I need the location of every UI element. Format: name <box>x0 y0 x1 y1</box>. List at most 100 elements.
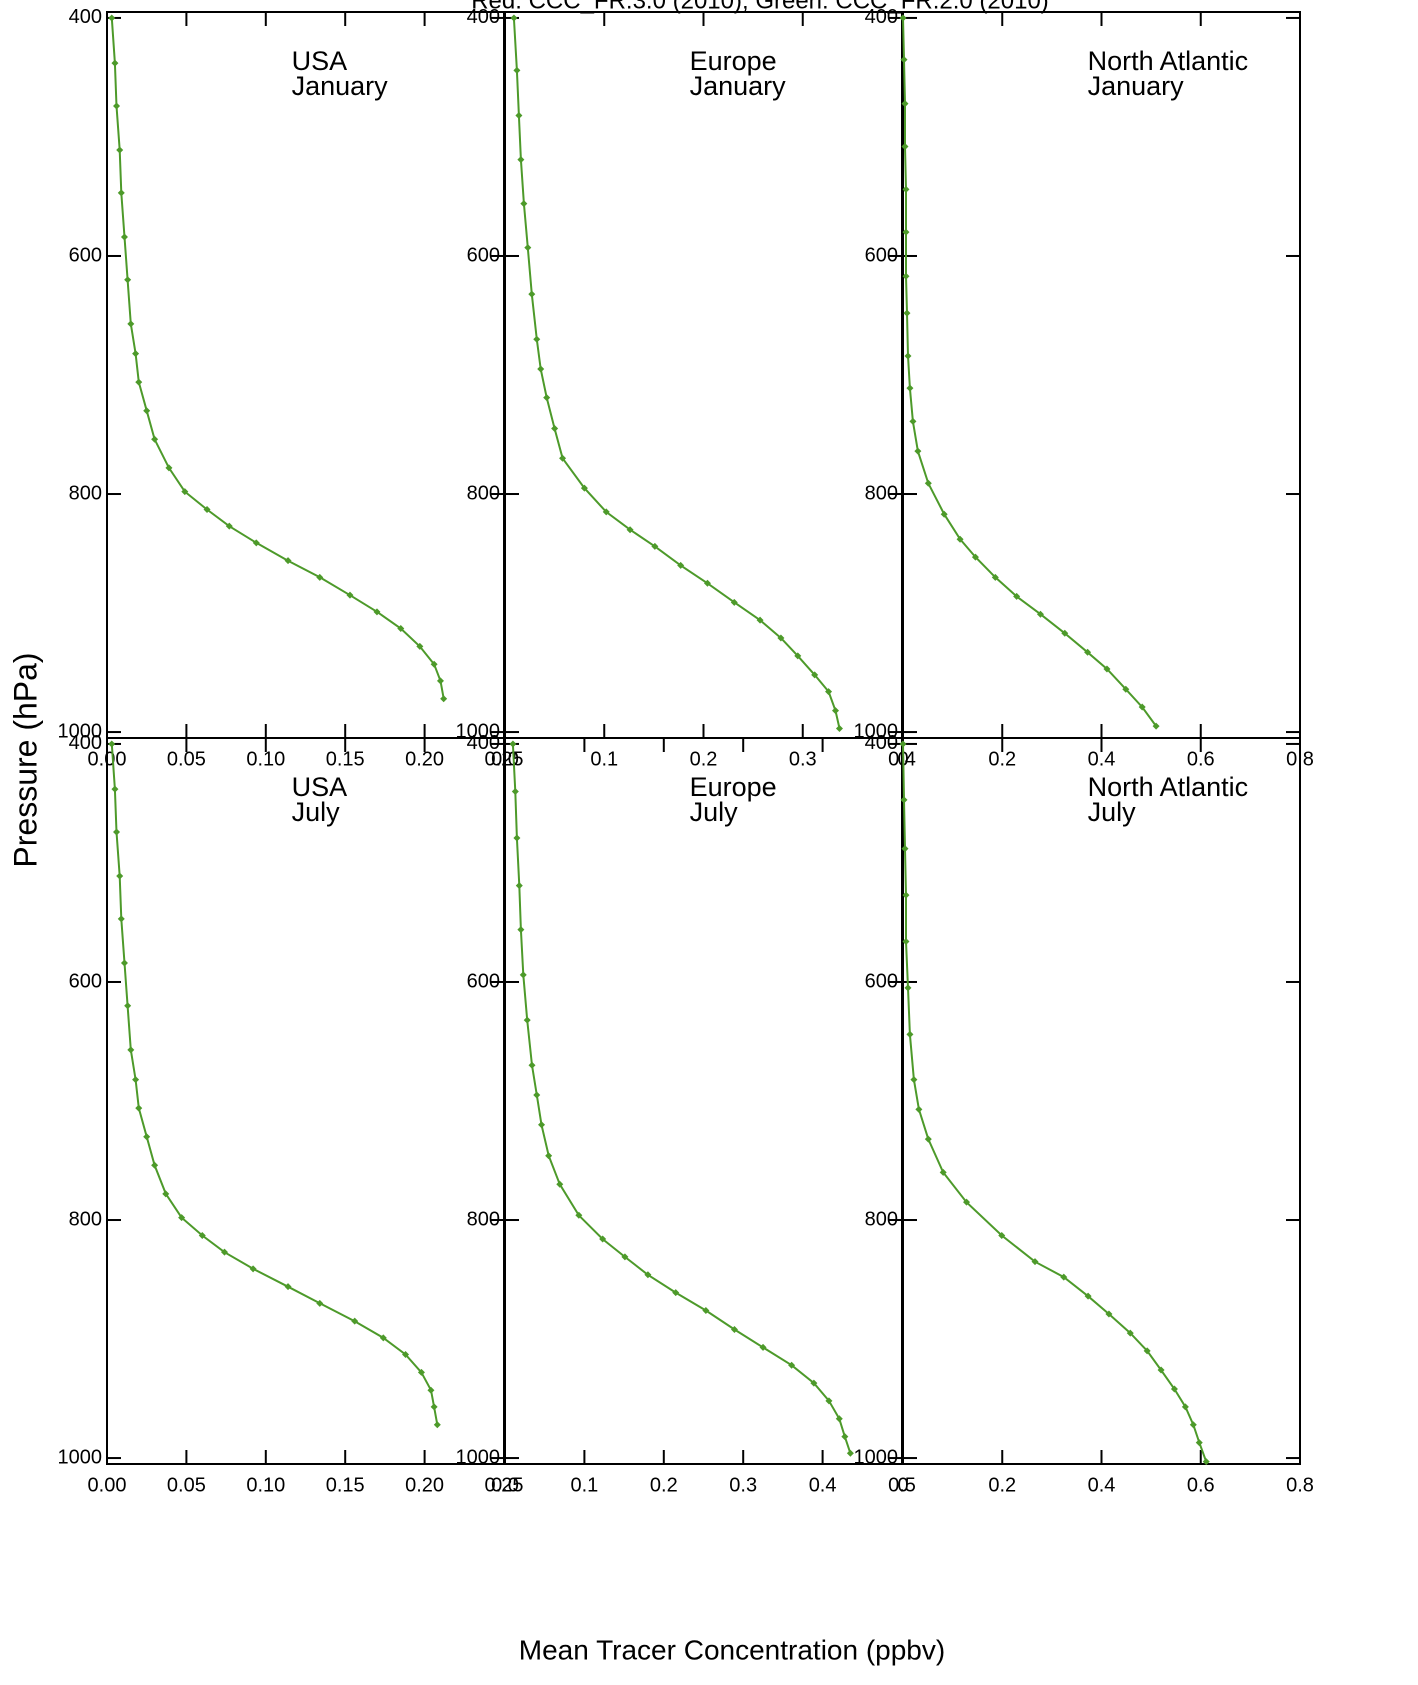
data-point <box>162 1190 170 1198</box>
data-point <box>433 1421 441 1429</box>
data-point <box>351 1317 359 1325</box>
data-point <box>515 112 523 120</box>
data-point <box>651 542 659 550</box>
data-point <box>416 642 424 650</box>
panel-subtitle: July <box>1088 797 1137 827</box>
x-tick-label: 0.4 <box>1088 748 1116 770</box>
data-point <box>346 591 354 599</box>
data-point <box>427 1386 435 1394</box>
y-tick-label: 1000 <box>58 1446 103 1468</box>
y-tick-label: 600 <box>69 244 102 266</box>
y-tick-label: 800 <box>69 482 102 504</box>
data-point <box>116 872 124 880</box>
panel-title: USA <box>292 772 348 802</box>
data-point <box>906 1030 914 1038</box>
data-point <box>910 1076 918 1084</box>
data-point <box>132 350 140 358</box>
data-point <box>1084 1292 1092 1300</box>
y-tick-label: 1000 <box>58 720 103 742</box>
data-point <box>1143 1347 1151 1355</box>
x-tick-label: 0.1 <box>590 748 618 770</box>
data-point <box>117 915 125 923</box>
data-point <box>777 634 785 642</box>
data-point <box>124 276 132 284</box>
data-point <box>825 688 833 696</box>
profile-line <box>902 17 1157 727</box>
data-point <box>901 845 909 853</box>
panel-title: Europe <box>690 46 777 76</box>
data-point <box>181 488 189 496</box>
data-point <box>517 926 525 934</box>
y-tick-label: 600 <box>69 970 102 992</box>
y-tick-label: 1000 <box>854 1446 899 1468</box>
data-point <box>644 1271 652 1279</box>
data-point <box>373 608 381 616</box>
data-point <box>113 102 121 110</box>
data-point <box>537 365 545 373</box>
panel-title: USA <box>292 46 348 76</box>
x-tick-label: 0.4 <box>1088 1474 1116 1496</box>
data-point <box>904 352 912 360</box>
x-tick-label: 0.20 <box>405 748 444 770</box>
y-tick-label: 600 <box>865 244 898 266</box>
data-point <box>1103 665 1111 673</box>
data-point <box>528 290 536 298</box>
x-tick-label: 0.2 <box>988 748 1016 770</box>
data-point <box>551 425 559 433</box>
data-point <box>430 1403 438 1411</box>
data-point <box>113 828 121 836</box>
data-point <box>1061 629 1069 637</box>
data-point <box>901 100 909 108</box>
data-point <box>909 417 917 425</box>
data-point <box>1036 610 1044 618</box>
data-point <box>835 1415 843 1423</box>
data-point <box>899 740 907 748</box>
data-point <box>991 573 999 581</box>
x-tick-label: 0.2 <box>690 748 718 770</box>
data-point <box>379 1334 387 1342</box>
data-point <box>940 510 948 518</box>
x-tick-label: 0.4 <box>809 1474 837 1496</box>
data-point <box>756 616 764 624</box>
data-point <box>135 1104 143 1112</box>
panel-subtitle: January <box>292 71 389 101</box>
data-point <box>111 59 119 67</box>
data-point <box>1060 1273 1068 1281</box>
data-point <box>902 938 910 946</box>
x-tick-label: 0.10 <box>246 1474 285 1496</box>
x-tick-label: 0.2 <box>988 1474 1016 1496</box>
data-point <box>1122 685 1130 693</box>
data-point <box>143 1133 151 1141</box>
data-point <box>1031 1258 1039 1266</box>
data-point <box>513 66 521 74</box>
data-point <box>430 660 438 668</box>
data-point <box>284 1283 292 1291</box>
data-point <box>117 189 125 197</box>
data-point <box>939 1168 947 1176</box>
y-tick-label: 800 <box>865 482 898 504</box>
plot-frame <box>504 11 903 739</box>
data-point <box>524 244 532 252</box>
data-point <box>198 1231 206 1239</box>
x-tick-label: 0 <box>897 1474 908 1496</box>
data-point <box>165 464 173 472</box>
y-tick-label: 1000 <box>854 720 899 742</box>
data-point <box>178 1214 186 1222</box>
panel-subtitle: July <box>292 797 341 827</box>
y-tick-label: 400 <box>865 732 898 754</box>
x-axis-label: Mean Tracer Concentration (ppbv) <box>519 1634 945 1665</box>
x-tick-label: 0.5 <box>888 1474 916 1496</box>
y-tick-label: 800 <box>467 1208 500 1230</box>
data-point <box>924 479 932 487</box>
x-tick-label: 0.3 <box>789 748 817 770</box>
y-tick-label: 400 <box>467 6 500 28</box>
y-tick-label: 800 <box>865 1208 898 1230</box>
data-point <box>998 1231 1006 1239</box>
data-point <box>284 557 292 565</box>
data-point <box>225 522 233 530</box>
x-tick-label: 0.05 <box>167 748 206 770</box>
data-point <box>440 695 448 703</box>
data-point <box>538 1121 546 1129</box>
data-point <box>599 1235 607 1243</box>
data-point <box>621 1253 629 1261</box>
